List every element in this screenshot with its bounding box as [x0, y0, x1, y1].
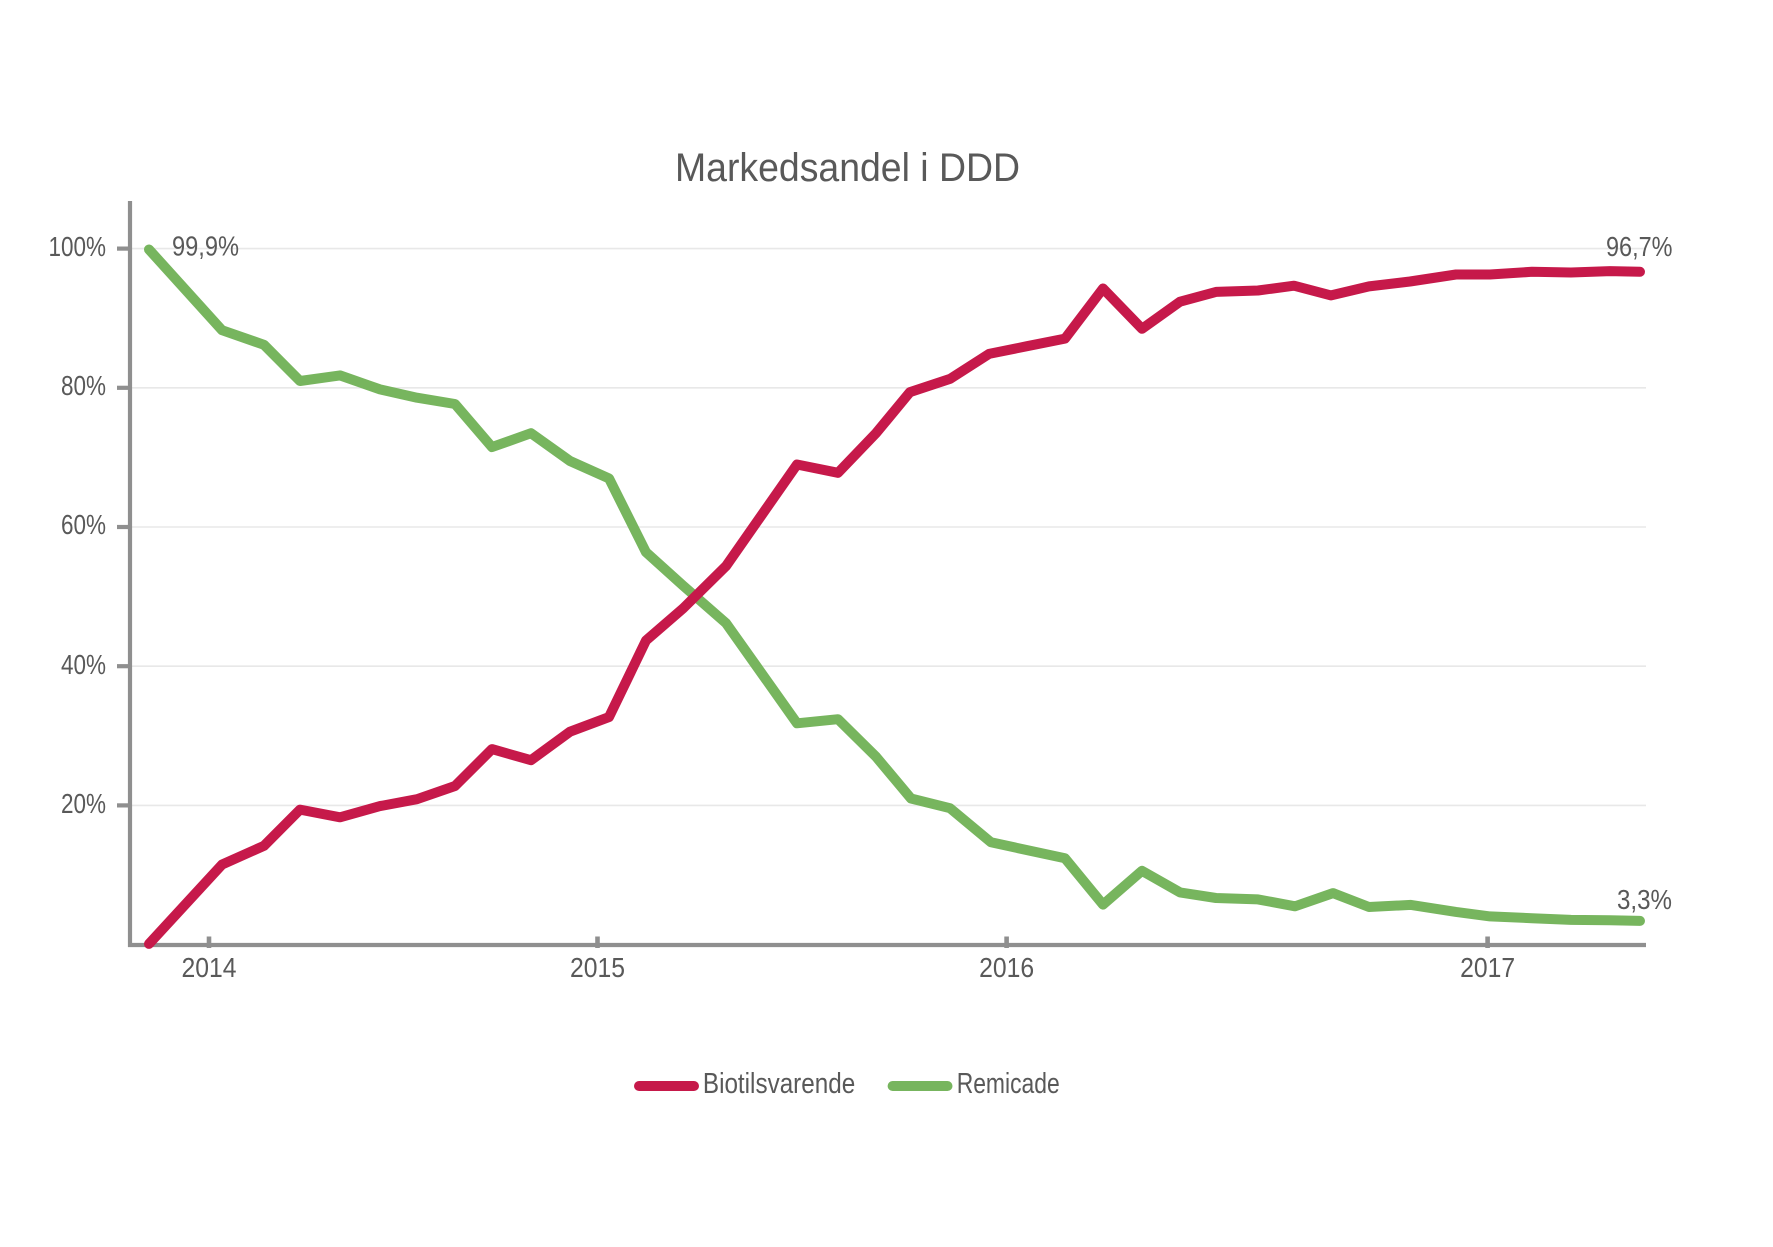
- svg-text:Biotilsvarende: Biotilsvarende: [703, 1068, 855, 1100]
- svg-text:96,7%: 96,7%: [1606, 231, 1673, 262]
- svg-text:40%: 40%: [61, 649, 106, 680]
- svg-text:80%: 80%: [61, 370, 106, 401]
- svg-text:Markedsandel i DDD: Markedsandel i DDD: [675, 146, 1020, 190]
- svg-text:Remicade: Remicade: [957, 1068, 1060, 1100]
- svg-text:99,9%: 99,9%: [172, 231, 239, 262]
- svg-text:20%: 20%: [61, 788, 106, 819]
- svg-text:2017: 2017: [1460, 952, 1515, 983]
- svg-text:2014: 2014: [182, 952, 237, 983]
- svg-text:3,3%: 3,3%: [1617, 884, 1672, 915]
- svg-text:100%: 100%: [49, 231, 107, 262]
- svg-text:60%: 60%: [61, 509, 106, 540]
- svg-text:2016: 2016: [979, 952, 1034, 983]
- svg-text:2015: 2015: [570, 952, 625, 983]
